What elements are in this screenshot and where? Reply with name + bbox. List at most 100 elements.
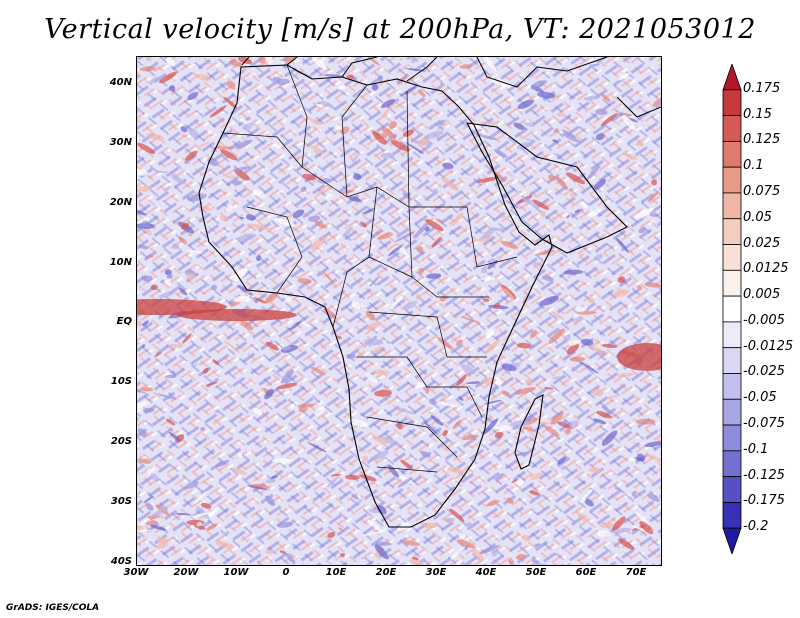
- velocity-streak: [516, 142, 532, 150]
- velocity-streak: [511, 478, 518, 483]
- europe-coast: [241, 57, 661, 118]
- velocity-streak: [629, 456, 637, 462]
- velocity-streak: [569, 420, 579, 428]
- colorbar-segment: [722, 269, 742, 297]
- velocity-streak: [637, 142, 643, 147]
- velocity-streak: [423, 522, 439, 529]
- velocity-streak: [371, 83, 379, 91]
- lat-label: 30N: [109, 137, 132, 148]
- velocity-streak: [172, 243, 179, 250]
- velocity-streak: [265, 478, 276, 484]
- velocity-streak: [520, 413, 525, 417]
- velocity-streak: [149, 76, 160, 84]
- velocity-streak: [456, 374, 467, 387]
- velocity-streak: [451, 212, 464, 226]
- velocity-streak: [247, 223, 270, 230]
- velocity-streak: [494, 431, 504, 439]
- velocity-streak: [275, 217, 296, 227]
- colorbar-segment: [722, 347, 742, 374]
- velocity-streak: [593, 418, 607, 425]
- colorbar-segment: [722, 450, 742, 478]
- velocity-streak: [331, 473, 342, 477]
- velocity-streak: [214, 409, 220, 414]
- velocity-streak: [219, 215, 229, 222]
- velocity-streak: [220, 172, 233, 179]
- velocity-streak: [387, 244, 404, 257]
- velocity-streak: [425, 219, 444, 232]
- velocity-streak: [333, 124, 344, 131]
- velocity-streak: [348, 196, 361, 202]
- velocity-streak: [418, 89, 426, 97]
- lon-label: 70E: [625, 567, 647, 578]
- velocity-streak: [539, 296, 559, 306]
- velocity-streak: [614, 487, 626, 493]
- velocity-streak: [569, 356, 586, 362]
- velocity-streak: [600, 113, 618, 127]
- velocity-streak: [202, 367, 209, 374]
- velocity-streak: [537, 421, 551, 425]
- velocity-streak: [551, 311, 565, 321]
- velocity-streak: [209, 105, 227, 118]
- velocity-streak: [283, 346, 292, 351]
- velocity-streak: [215, 459, 230, 468]
- velocity-streak: [154, 352, 162, 358]
- velocity-streak: [149, 524, 167, 531]
- velocity-streak: [200, 502, 212, 509]
- velocity-streak: [137, 209, 147, 216]
- velocity-streak: [523, 121, 535, 128]
- velocity-streak: [553, 128, 559, 133]
- velocity-streak: [171, 370, 176, 375]
- colorbar-label: 0.0125: [743, 261, 789, 277]
- colorbar-segment: [722, 321, 742, 349]
- velocity-streak: [460, 561, 466, 565]
- velocity-streak: [528, 430, 537, 440]
- velocity-streak: [239, 216, 245, 220]
- velocity-streak: [310, 366, 326, 376]
- velocity-streak: [151, 508, 168, 517]
- velocity-streak: [410, 57, 416, 64]
- velocity-streak: [163, 186, 171, 192]
- velocity-streak: [599, 522, 614, 529]
- velocity-streak: [405, 142, 425, 155]
- velocity-streak: [242, 122, 254, 131]
- velocity-streak: [223, 96, 238, 109]
- velocity-streak: [277, 521, 294, 528]
- velocity-streak: [517, 99, 534, 110]
- velocity-streak: [589, 467, 602, 473]
- velocity-streak: [258, 57, 266, 64]
- velocity-streak: [647, 493, 661, 502]
- velocity-streak: [545, 425, 560, 437]
- colorbar-segment: [722, 398, 742, 426]
- velocity-streak: [381, 436, 400, 446]
- velocity-streak: [588, 297, 595, 304]
- velocity-streak: [234, 168, 250, 181]
- velocity-streak: [418, 267, 424, 275]
- velocity-streak: [395, 231, 415, 242]
- velocity-streak: [488, 304, 509, 310]
- velocity-streak: [560, 465, 566, 471]
- velocity-streak: [523, 426, 535, 432]
- velocity-streak: [196, 521, 202, 527]
- velocity-streak: [168, 431, 181, 442]
- velocity-streak: [337, 85, 347, 90]
- colorbar-label: -0.05: [743, 390, 777, 406]
- colorbar-label: 0.005: [743, 287, 781, 303]
- velocity-streak: [340, 189, 355, 194]
- velocity-streak: [372, 369, 390, 375]
- velocity-streak: [315, 103, 324, 108]
- velocity-streak: [530, 330, 538, 338]
- velocity-streak: [137, 387, 147, 394]
- velocity-streak: [438, 393, 446, 397]
- lon-label: 30E: [425, 567, 447, 578]
- colorbar-segment: [722, 424, 742, 452]
- velocity-streak: [501, 287, 515, 300]
- velocity-streak: [371, 435, 388, 445]
- velocity-streak: [615, 136, 627, 143]
- velocity-streak: [397, 477, 413, 488]
- velocity-streak: [342, 226, 353, 238]
- velocity-streak: [137, 320, 143, 327]
- velocity-streak: [620, 112, 633, 117]
- lat-label: 20S: [110, 436, 132, 447]
- velocity-streak: [637, 285, 643, 290]
- velocity-streak: [351, 301, 361, 309]
